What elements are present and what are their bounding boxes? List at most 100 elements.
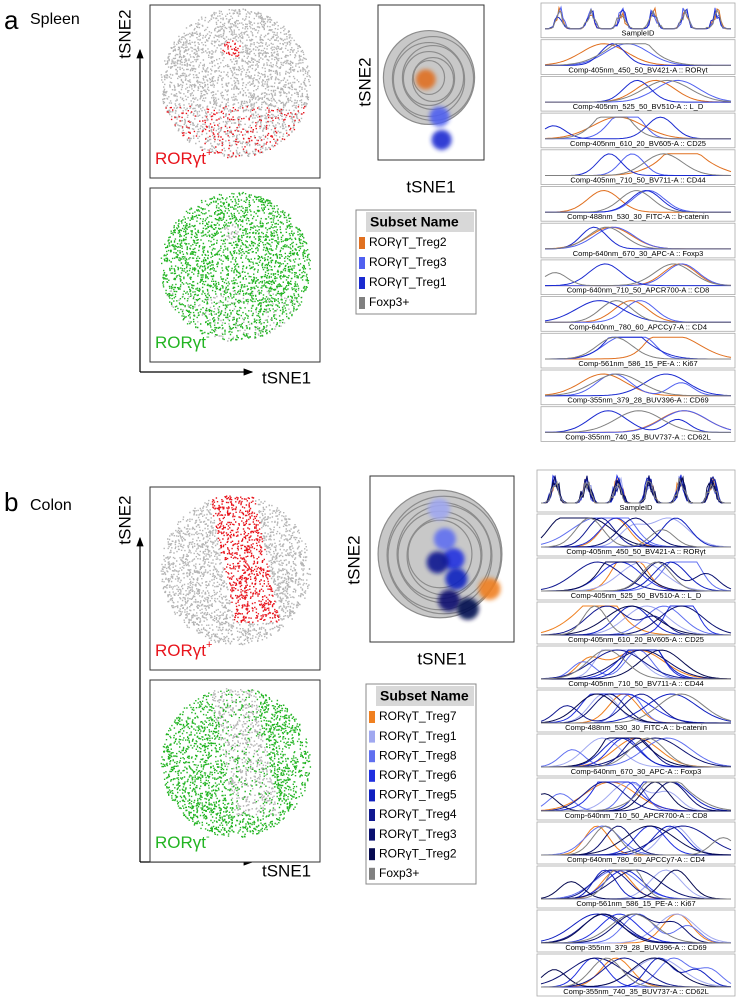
histogram-frame (540, 186, 736, 222)
legend-title: Subset Name (380, 688, 469, 704)
marker-sign: - (206, 331, 210, 343)
histogram-curve (544, 373, 731, 397)
histogram-frame (540, 112, 736, 149)
histogram-curve (545, 43, 731, 66)
subset-blob (415, 69, 436, 90)
subset-dots (160, 689, 312, 838)
legend-title-bg (366, 212, 474, 232)
contour (411, 56, 455, 103)
subset-blob (433, 528, 456, 551)
marker-name: RORγt (155, 149, 206, 168)
histogram-curve (541, 605, 732, 636)
histogram-curve (540, 737, 732, 767)
cell-dots (160, 499, 312, 646)
histogram-label: Comp-405nm_610_20_BV605-A :: CD25 (568, 635, 704, 644)
legend-item: RORγT_Treg8 (379, 748, 457, 762)
histogram-curve (545, 300, 731, 323)
legend-item: RORγT_Treg5 (379, 788, 457, 802)
histogram-curve (545, 336, 731, 360)
legend-item: RORγT_Treg2 (379, 846, 457, 860)
legend-swatch (369, 809, 375, 821)
marker-name: RORγt (155, 833, 206, 852)
histogram-curve (541, 957, 732, 988)
legend-swatch (369, 730, 375, 743)
histogram-label: Comp-561nm_586_15_PE-A :: Ki67 (576, 899, 695, 908)
legend-swatch (369, 769, 375, 782)
histogram-curve (544, 116, 731, 140)
marker-name: RORγt (155, 333, 206, 352)
histogram-curve (545, 226, 731, 250)
legend-swatch (359, 237, 365, 249)
subset-blob (429, 106, 450, 127)
histogram-curve (541, 649, 731, 680)
overview-y-label: tSNE2 (344, 535, 363, 584)
contour (407, 519, 473, 589)
histogram-label: Comp-640nm_670_30_APC-A :: Foxp3 (571, 767, 702, 776)
legend-swatch (359, 297, 365, 309)
y-axis-label: tSNE2 (115, 495, 134, 544)
histogram-curve (545, 410, 731, 433)
histogram-label: Comp-488nm_530_30_FITC-A :: b-catenin (567, 212, 709, 221)
histogram-curve (541, 957, 731, 988)
histogram-label: SampleID (620, 503, 654, 512)
marker-sign: + (206, 147, 212, 159)
marker-sign: - (206, 831, 210, 843)
contour (392, 41, 466, 118)
histogram-label: SampleID (622, 29, 656, 38)
histogram-curve (540, 781, 731, 812)
positive-label: RORγt+ (155, 639, 212, 661)
histogram-frame (540, 222, 736, 259)
contour (412, 59, 446, 96)
legend-title-bg (376, 686, 474, 706)
subset-blob (445, 567, 468, 590)
histogram-curve (541, 825, 732, 856)
legend-swatch (359, 257, 365, 269)
histogram-curve (541, 649, 731, 680)
histogram-curve (545, 263, 732, 287)
histogram-label: Comp-355nm_379_28_BUV396-A :: CD69 (567, 396, 708, 405)
subset-blob (438, 589, 461, 612)
histogram-curve (545, 410, 732, 433)
histogram-curve (545, 373, 732, 397)
histogram-curve (541, 561, 731, 592)
contour (386, 495, 502, 615)
legend-item: RORγT_Treg1 (369, 275, 447, 289)
histogram-curve (540, 869, 731, 900)
histogram-curve (545, 8, 731, 30)
histogram-label: Comp-640nm_670_30_APC-A :: Foxp3 (573, 249, 704, 258)
histogram-curve (545, 373, 731, 397)
histogram-curve (541, 825, 732, 856)
legend-item: RORγT_Treg1 (379, 729, 457, 743)
histogram-curve (541, 605, 731, 636)
subset-dots (160, 191, 311, 342)
histogram-label: Comp-561nm_586_15_PE-A :: Ki67 (578, 359, 697, 368)
y-axis-label: tSNE2 (115, 9, 134, 58)
legend-item: Foxp3+ (379, 866, 419, 880)
contour (402, 50, 456, 107)
subset-blob (478, 577, 501, 600)
legend-item: RORγT_Treg3 (369, 255, 447, 269)
subset-blob (456, 597, 479, 620)
histogram-label: Comp-405nm_525_50_BV510-A :: L_D (573, 102, 704, 111)
histogram-curve (541, 869, 731, 900)
histogram-curve (545, 410, 731, 433)
panel-letter: a (4, 5, 19, 35)
histogram-curve (544, 263, 732, 287)
overview-x-label: tSNE1 (417, 649, 466, 668)
legend-item: RORγT_Treg6 (379, 768, 457, 782)
histogram-frame (536, 469, 736, 513)
histogram-label: Comp-405nm_525_50_BV510-A :: L_D (571, 591, 702, 600)
legend-item: Foxp3+ (369, 295, 409, 309)
histogram-curve (545, 153, 732, 176)
histogram-label: Comp-405nm_450_50_BV421-A :: RORγt (568, 65, 708, 74)
legend-swatch (369, 789, 375, 802)
legend-swatch (369, 750, 375, 763)
tissue: Spleen (30, 11, 80, 28)
histogram-curve (545, 336, 732, 360)
histogram-label: Comp-640nm_780_60_APCCy7-A :: CD4 (567, 855, 705, 864)
legend-frame (365, 683, 477, 885)
subset-blob (426, 551, 449, 574)
legend-title: Subset Name (370, 214, 459, 230)
histogram-label: Comp-640nm_710_50_APCR700-A :: CD8 (565, 811, 708, 820)
